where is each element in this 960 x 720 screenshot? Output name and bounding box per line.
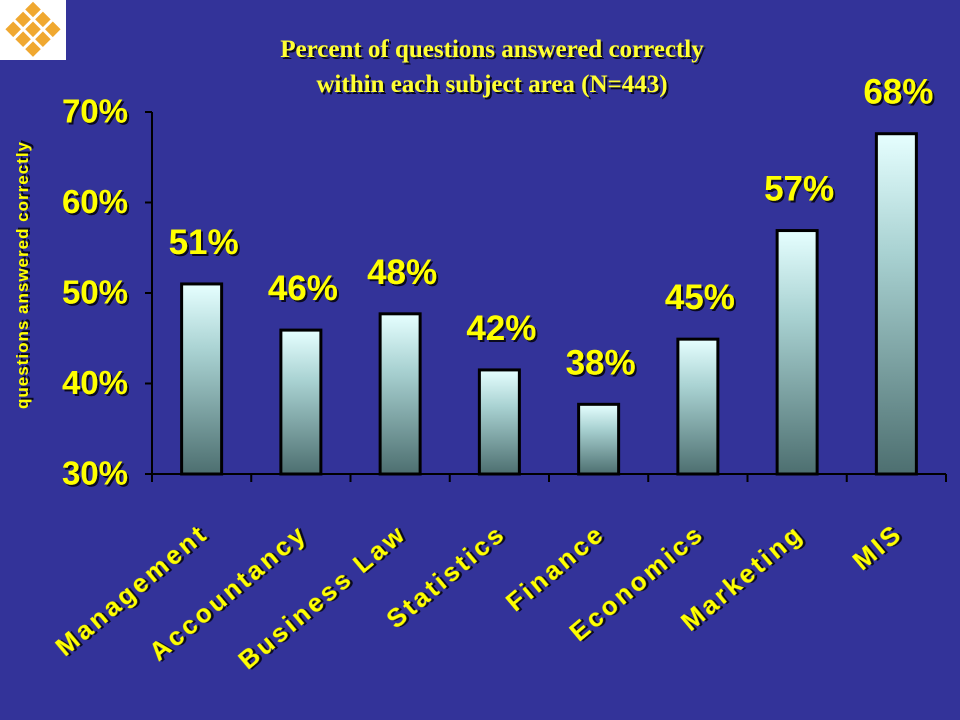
logo [0, 0, 66, 60]
y-axis-label: questions answered correctly [13, 141, 32, 409]
value-label: 45% [665, 278, 735, 317]
bar [676, 337, 720, 476]
value-label: 42% [466, 309, 536, 348]
value-label: 51% [169, 223, 239, 262]
y-tick-label: 70% [62, 93, 128, 130]
chart-title: within each subject area (N=443) [316, 71, 667, 98]
y-tick-label: 60% [62, 183, 128, 220]
chart-title: Percent of questions answered correctly [280, 36, 704, 63]
bar [378, 312, 422, 476]
value-label: 48% [367, 253, 437, 292]
y-tick-label: 30% [62, 455, 128, 492]
y-tick-label: 50% [62, 274, 128, 311]
bar [477, 368, 521, 476]
value-label: 46% [268, 269, 338, 308]
value-label: 38% [566, 343, 636, 382]
bar [874, 132, 918, 476]
bar [279, 328, 323, 476]
value-label: 57% [764, 170, 834, 209]
bar [775, 229, 819, 476]
y-tick-label: 40% [62, 364, 128, 401]
bar [180, 282, 224, 476]
bar [577, 402, 621, 476]
value-label: 68% [863, 73, 933, 112]
